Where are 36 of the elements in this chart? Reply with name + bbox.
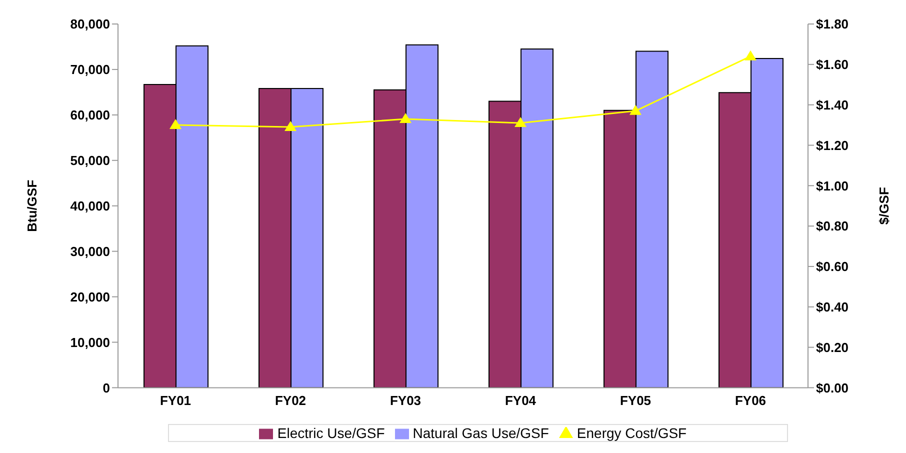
- y2-tick-label: $0.40: [816, 299, 849, 314]
- y-tick-label: 10,000: [70, 334, 110, 350]
- point: [514, 117, 526, 128]
- x-tick-label: FY06: [734, 392, 766, 408]
- x-tick-label: FY03: [390, 392, 422, 408]
- y-axis-title: Btu/GSF: [24, 180, 40, 232]
- point: [284, 121, 296, 132]
- y-tick-label: 0: [102, 380, 110, 396]
- y-tick-label: 80,000: [70, 16, 110, 32]
- y-tick-label: 40,000: [70, 198, 110, 214]
- y-tick-label: 70,000: [70, 62, 110, 78]
- point: [400, 112, 412, 123]
- y-tick-label: 30,000: [70, 244, 110, 259]
- x-tick-label: FY04: [504, 392, 537, 408]
- x-tick-label: FY02: [274, 392, 306, 408]
- point: [744, 50, 756, 60]
- legend-label: Natural Gas Use/GSF: [412, 424, 549, 441]
- legend-label: Energy Cost/GSF: [576, 424, 687, 441]
- y-tick-label: 20,000: [70, 289, 110, 304]
- y2-tick-label: $0.00: [816, 380, 849, 396]
- y2-axis-title: $/GSF: [876, 187, 892, 225]
- x-tick-label: FY01: [160, 392, 192, 408]
- y2-tick-label: $1.00: [816, 178, 849, 194]
- x-tick-label: FY05: [620, 392, 652, 408]
- point: [170, 119, 182, 130]
- y-tick-label: 60,000: [70, 108, 110, 123]
- y2-tick-label: $1.80: [816, 16, 849, 32]
- y2-tick-label: $0.60: [816, 259, 849, 274]
- y-tick-label: 50,000: [70, 153, 110, 168]
- y2-tick-label: $0.20: [816, 340, 849, 355]
- point: [630, 104, 642, 115]
- y2-tick-label: $1.40: [816, 97, 849, 112]
- legend-label: Electric Use/GSF: [277, 424, 385, 441]
- y2-tick-label: $1.20: [816, 138, 849, 153]
- y2-tick-label: $0.80: [816, 218, 849, 234]
- y2-tick-label: $1.60: [816, 57, 849, 72]
